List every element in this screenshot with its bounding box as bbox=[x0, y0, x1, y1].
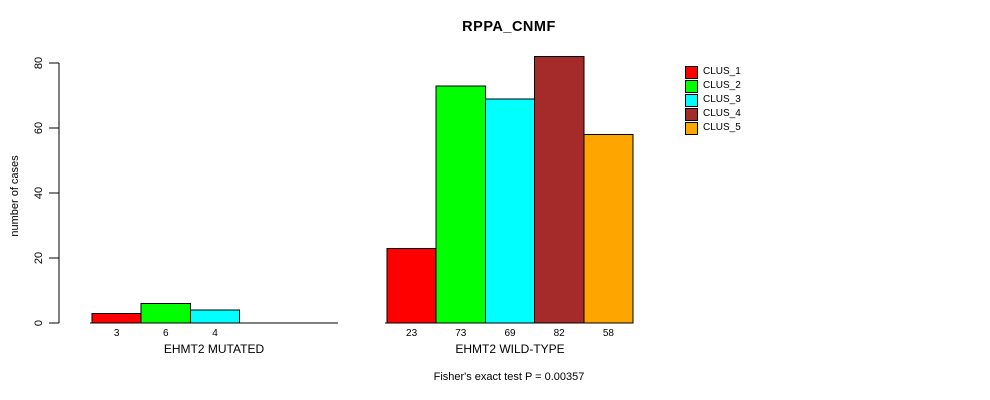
bar-value-label: 69 bbox=[504, 328, 516, 339]
legend: CLUS_1 CLUS_2 CLUS_3 CLUS_4 CLUS_5 bbox=[685, 65, 741, 135]
y-tick-label: 60 bbox=[33, 122, 45, 134]
bar-value-label: 4 bbox=[212, 328, 218, 339]
bar-value-label: 6 bbox=[163, 328, 169, 339]
y-tick-label: 80 bbox=[33, 57, 45, 69]
bar-clus_4-group2 bbox=[534, 56, 585, 324]
legend-label-clus_5: CLUS_5 bbox=[703, 122, 741, 133]
bar-value-label: 82 bbox=[554, 328, 566, 339]
chart-title: RPPA_CNMF bbox=[462, 19, 556, 35]
bar-value-label: 73 bbox=[455, 328, 467, 339]
y-tick-label: 0 bbox=[33, 320, 45, 326]
bar-value-label: 58 bbox=[603, 328, 615, 339]
legend-label-clus_1: CLUS_1 bbox=[703, 66, 741, 77]
group-label-2: EHMT2 WILD-TYPE bbox=[455, 342, 564, 356]
legend-swatch-clus_3 bbox=[685, 93, 698, 107]
legend-swatch-clus_2 bbox=[685, 79, 698, 93]
bar-clus_5-group2 bbox=[583, 134, 634, 324]
y-tick-label: 40 bbox=[33, 187, 45, 199]
legend-swatch-clus_4 bbox=[685, 107, 698, 121]
legend-item-clus_4: CLUS_4 bbox=[685, 107, 741, 121]
bar-clus_3-group2 bbox=[484, 98, 536, 324]
legend-item-clus_2: CLUS_2 bbox=[685, 79, 741, 93]
legend-label-clus_2: CLUS_2 bbox=[703, 80, 741, 91]
legend-swatch-clus_1 bbox=[685, 65, 698, 79]
y-tick-label: 20 bbox=[33, 252, 45, 264]
bar-clus_1-group1 bbox=[91, 312, 142, 324]
bar-clus_3-group1 bbox=[189, 309, 241, 324]
legend-swatch-clus_5 bbox=[685, 121, 698, 135]
legend-item-clus_5: CLUS_5 bbox=[685, 121, 741, 135]
legend-label-clus_3: CLUS_3 bbox=[703, 94, 741, 105]
bar-clus_2-group2 bbox=[435, 85, 486, 324]
legend-label-clus_4: CLUS_4 bbox=[703, 108, 741, 119]
bar-clus_1-group2 bbox=[386, 247, 437, 324]
group-label-1: EHMT2 MUTATED bbox=[164, 342, 265, 356]
bar-value-label: 23 bbox=[406, 328, 418, 339]
bar-value-label: 3 bbox=[114, 328, 120, 339]
bar-clus_2-group1 bbox=[140, 303, 191, 324]
y-axis-title: number of cases bbox=[9, 155, 21, 237]
legend-item-clus_1: CLUS_1 bbox=[685, 65, 741, 79]
fisher-test-caption: Fisher's exact test P = 0.00357 bbox=[433, 371, 585, 383]
legend-item-clus_3: CLUS_3 bbox=[685, 93, 741, 107]
